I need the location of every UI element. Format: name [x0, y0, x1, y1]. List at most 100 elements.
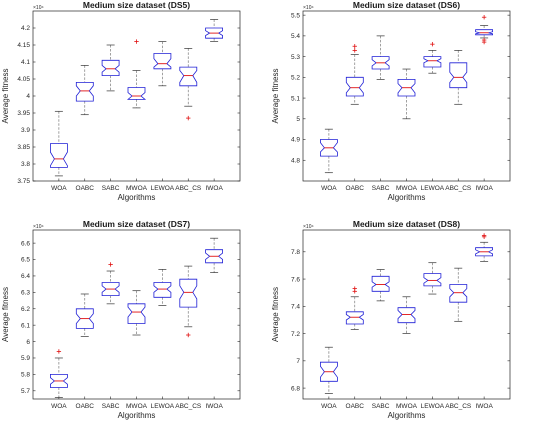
box-sabc: [371, 35, 390, 80]
box-oabc: [345, 286, 364, 330]
x-axis-label: Algorithms: [118, 411, 156, 420]
notched-box: [319, 139, 338, 157]
x-tick-label: IWOA: [205, 185, 223, 192]
notched-box: [449, 284, 468, 303]
box-oabc: [75, 293, 94, 338]
chart-panel-4: 6.8 7 7.2 7.4 7.6 7.8 WOA OABC SABC MWOA LEWOA ABC_…: [271, 219, 511, 420]
box-mwoa: [397, 68, 416, 120]
x-tick-label: MWOA: [396, 185, 418, 192]
box-iwoa: [475, 233, 494, 262]
box-lewoa: [423, 41, 442, 74]
x-axis-label: Algorithms: [118, 193, 156, 202]
notched-box: [50, 373, 68, 388]
outlier-marker: [430, 41, 435, 47]
notched-box: [475, 247, 494, 257]
outlier-marker: [108, 262, 113, 267]
notched-box: [397, 79, 416, 97]
axis-exponent-label: ×10⁴: [303, 5, 314, 11]
plot-area: [32, 229, 241, 400]
x-tick-label: IWOA: [205, 403, 223, 410]
notched-box: [345, 76, 364, 97]
box-sabc: [101, 44, 120, 92]
box-mwoa: [397, 296, 416, 334]
x-tick-label: SABC: [372, 403, 390, 410]
box-woa: [319, 128, 338, 174]
notched-box: [179, 278, 198, 308]
notched-box: [75, 308, 94, 329]
y-tick-label: 5: [296, 116, 300, 123]
y-tick-label: 4: [26, 93, 30, 100]
chart-title: Medium size dataset (DS5): [83, 0, 190, 10]
chart-title: Medium size dataset (DS8): [353, 219, 460, 229]
y-tick-label: 7.6: [291, 276, 300, 283]
outlier-marker: [352, 286, 357, 291]
y-tick-label: 5.1: [291, 95, 300, 102]
box-sabc: [371, 269, 390, 302]
y-tick-label: 5.2: [291, 75, 300, 82]
notched-box: [127, 303, 146, 324]
notched-box: [153, 282, 172, 298]
notched-box: [449, 62, 468, 89]
chart-title: Medium size dataset (DS6): [353, 0, 460, 10]
y-axis-label: Average fitness: [271, 69, 280, 124]
notched-box: [345, 311, 364, 325]
x-tick-label: LEWOA: [151, 403, 175, 410]
y-tick-label: 3.85: [17, 144, 30, 151]
y-tick-label: 7.2: [291, 331, 300, 338]
outlier-marker: [134, 39, 139, 44]
y-tick-label: 3.8: [21, 161, 30, 168]
notched-box: [371, 275, 390, 292]
box-iwoa: [475, 15, 494, 45]
notched-box: [50, 143, 68, 168]
notched-box: [475, 29, 494, 36]
x-tick-label: MWOA: [396, 403, 418, 410]
notched-box: [319, 361, 338, 382]
outlier-marker: [352, 44, 357, 49]
x-tick-label: OABC: [346, 403, 365, 410]
x-tick-label: OABC: [76, 403, 95, 410]
y-tick-label: 6.3: [21, 290, 30, 297]
notched-box: [101, 282, 120, 297]
outlier-marker: [186, 115, 191, 121]
y-tick-label: 5.7: [21, 388, 30, 395]
x-tick-label: ABC_CS: [445, 185, 472, 192]
y-tick-label: 4.1: [21, 59, 30, 66]
box-woa: [50, 110, 68, 177]
axis-exponent-label: ×10⁴: [33, 224, 44, 230]
y-tick-label: 6.1: [21, 322, 30, 329]
x-tick-label: WOA: [321, 403, 337, 410]
box-lewoa: [153, 41, 172, 87]
notched-box: [101, 59, 120, 76]
x-tick-label: ABC_CS: [175, 403, 202, 410]
box-oabc: [345, 44, 364, 105]
axis-exponent-label: ×10⁴: [303, 224, 314, 230]
y-tick-label: 6.6: [21, 240, 30, 247]
notched-box: [371, 56, 390, 70]
y-tick-label: 6.2: [21, 306, 30, 313]
y-tick-label: 5.8: [21, 372, 30, 379]
x-axis-label: Algorithms: [388, 411, 426, 420]
box-abc-cs: [179, 265, 198, 338]
x-tick-label: SABC: [102, 403, 120, 410]
outlier-marker: [481, 233, 487, 238]
box-abc-cs: [449, 267, 468, 322]
y-tick-label: 5.3: [291, 54, 300, 61]
box-lewoa: [423, 262, 442, 295]
x-tick-label: OABC: [346, 185, 365, 192]
y-axis-label: Average fitness: [1, 287, 10, 342]
x-axis-label: Algorithms: [388, 193, 426, 202]
y-tick-label: 4.2: [21, 25, 30, 32]
x-tick-label: ABC_CS: [175, 185, 202, 192]
y-tick-label: 7.8: [291, 249, 300, 256]
box-lewoa: [153, 269, 172, 306]
box-oabc: [75, 65, 94, 116]
axis-exponent-label: ×10⁴: [33, 5, 44, 11]
y-tick-label: 7.4: [291, 304, 300, 311]
y-tick-label: 5.4: [291, 33, 300, 40]
y-tick-label: 4.8: [291, 157, 300, 164]
y-tick-label: 6.4: [21, 273, 30, 280]
y-axis-label: Average fitness: [1, 69, 10, 124]
box-sabc: [101, 262, 120, 305]
outlier-marker: [56, 349, 62, 354]
notched-box: [205, 27, 224, 39]
